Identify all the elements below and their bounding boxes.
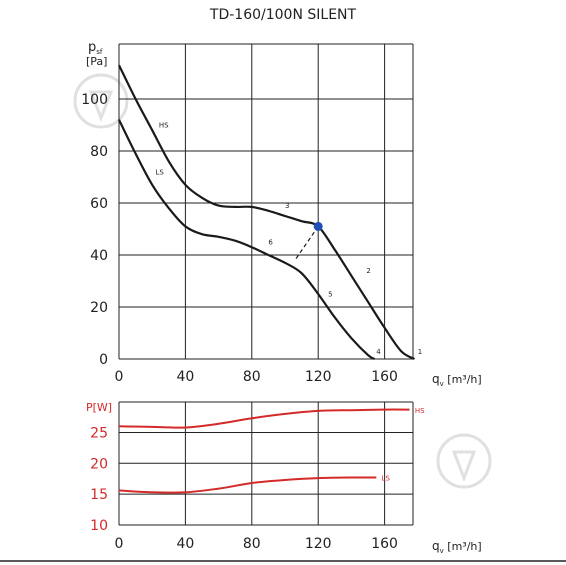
x-axis-label: qv [m³/h] — [432, 372, 482, 388]
series-line-ls — [118, 119, 376, 361]
watermark-logo-right — [436, 433, 492, 489]
x-tick-label: 0 — [115, 369, 124, 385]
y-tick-label: 40 — [90, 248, 108, 264]
x-tick-label: 120 — [305, 536, 332, 552]
point-label-5: 5 — [328, 291, 332, 299]
point-label-1: 1 — [418, 348, 422, 356]
power-series-line-hs — [118, 408, 410, 429]
x-tick-label: 80 — [243, 369, 261, 385]
x-axis-label: qv [m³/h] — [432, 539, 482, 555]
y-tick-label: 100 — [81, 92, 108, 108]
point-label-4: 4 — [376, 348, 381, 356]
y-tick-label: 20 — [90, 300, 108, 316]
x-tick-label: 80 — [243, 536, 261, 552]
y-tick-label: 80 — [90, 144, 108, 160]
operating-point-marker — [313, 221, 323, 231]
power-plot: 0 40 80 120 160 10 15 20 25 P[W] qv [m³/h] HS LS — [86, 401, 482, 555]
y-tick-label: 0 — [99, 352, 108, 368]
power-curve-label-ls: LS — [382, 474, 391, 482]
y-axis-label: P[W] — [86, 401, 112, 414]
power-curve-label-hs: HS — [415, 407, 425, 415]
x-tick-label: 160 — [371, 369, 398, 385]
point-label-2: 2 — [366, 267, 370, 275]
x-tick-label: 0 — [115, 536, 124, 552]
x-tick-label: 160 — [371, 536, 398, 552]
watermark-logo-left — [73, 73, 129, 129]
y-tick-label: 15 — [90, 487, 108, 503]
x-tick-label: 40 — [176, 536, 194, 552]
pressure-plot: 0 40 80 120 160 0 20 40 60 80 100 psf[Pa] qv [m³/h] H… — [81, 40, 481, 388]
curve-label-hs: HS — [159, 122, 169, 130]
y-axis-label: psf — [88, 40, 103, 56]
y-tick-label: 20 — [90, 456, 108, 472]
series-line-hs — [118, 64, 416, 360]
y-tick-label: 60 — [90, 196, 108, 212]
y-tick-label: 25 — [90, 425, 108, 441]
point-label-3: 3 — [285, 202, 289, 210]
chart-title: TD-160/100N SILENT — [209, 7, 357, 23]
x-tick-label: 120 — [305, 369, 332, 385]
point-label-6: 6 — [268, 239, 273, 247]
x-tick-label: 40 — [176, 369, 194, 385]
power-series-line-ls — [118, 476, 377, 494]
y-axis-unit: [Pa] — [86, 55, 107, 68]
y-tick-label: 10 — [90, 518, 108, 534]
curve-label-ls: LS — [156, 168, 165, 176]
